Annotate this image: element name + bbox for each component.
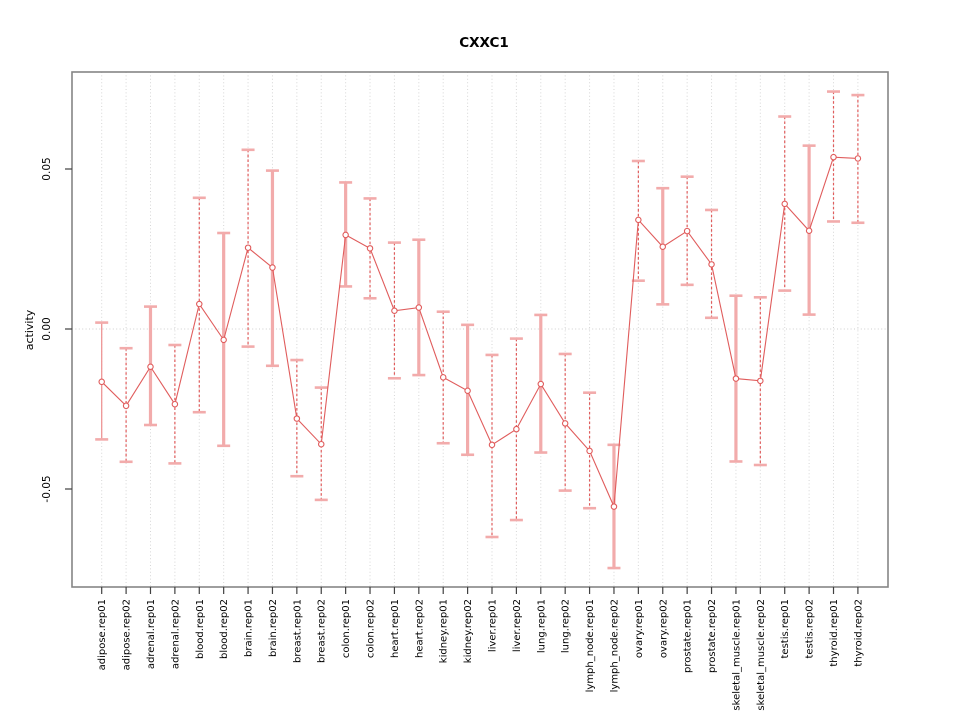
y-tick-label: -0.05 bbox=[41, 475, 53, 502]
y-tick-label: 0.00 bbox=[41, 317, 53, 340]
x-category-label: testis.rep01 bbox=[780, 599, 791, 659]
x-category-label: adrenal.rep02 bbox=[170, 599, 181, 669]
data-point-marker bbox=[610, 503, 618, 510]
x-category-label: brain.rep01 bbox=[244, 599, 255, 657]
data-point-marker bbox=[171, 400, 179, 408]
data-point-marker bbox=[513, 425, 520, 433]
data-point-marker bbox=[659, 243, 667, 251]
x-category-label: prostate.rep01 bbox=[683, 599, 694, 673]
x-category-label: liver.rep01 bbox=[487, 599, 498, 652]
x-category-label: blood.rep02 bbox=[219, 599, 230, 659]
x-category-label: lymph_node.rep02 bbox=[609, 599, 620, 692]
x-category-label: brain.rep02 bbox=[268, 599, 279, 657]
data-point-marker bbox=[830, 153, 837, 161]
data-point-marker bbox=[196, 300, 203, 308]
data-point-marker bbox=[854, 155, 862, 162]
data-point-marker bbox=[708, 261, 715, 268]
y-axis-labels-layer: 0.05 0.00 -0.05 bbox=[41, 157, 53, 502]
data-point-marker bbox=[488, 441, 496, 449]
chart-title: CXXC1 bbox=[459, 35, 509, 51]
data-point-marker bbox=[561, 420, 569, 427]
data-point-marker bbox=[464, 387, 471, 395]
x-category-label: breast.rep02 bbox=[317, 599, 328, 663]
data-point-marker bbox=[220, 336, 227, 344]
data-point-marker bbox=[805, 227, 813, 235]
x-category-label: thyroid.rep01 bbox=[829, 599, 840, 667]
x-category-label: heart.rep02 bbox=[414, 599, 425, 658]
x-category-label: lung.rep01 bbox=[536, 599, 547, 653]
data-point-marker bbox=[244, 244, 252, 251]
x-category-label: ovary.rep01 bbox=[634, 599, 645, 658]
x-category-label: testis.rep02 bbox=[805, 599, 816, 659]
data-point-marker bbox=[439, 374, 447, 381]
data-point-marker bbox=[635, 216, 642, 224]
data-point-marker bbox=[98, 378, 105, 386]
x-category-label: liver.rep02 bbox=[512, 599, 523, 652]
data-point-marker bbox=[537, 380, 545, 388]
gridlines-layer bbox=[72, 72, 888, 587]
x-category-label: kidney.rep01 bbox=[439, 599, 450, 663]
data-point-marker bbox=[122, 402, 130, 410]
data-point-marker bbox=[317, 440, 325, 448]
x-axis-labels-layer: adipose.rep01 adipose.rep02 adrenal.rep01 a… bbox=[97, 599, 864, 711]
series-line-layer bbox=[101, 156, 858, 507]
series-polyline bbox=[101, 156, 858, 507]
x-category-label: adipose.rep02 bbox=[122, 599, 133, 670]
x-category-label: colon.rep01 bbox=[341, 599, 352, 658]
x-category-label: thyroid.rep02 bbox=[853, 599, 864, 667]
axis-ticks-layer bbox=[65, 168, 859, 594]
data-point-marker bbox=[147, 363, 154, 371]
data-point-marker bbox=[269, 264, 276, 271]
x-category-label: colon.rep02 bbox=[366, 599, 377, 658]
x-category-label: lung.rep02 bbox=[561, 599, 572, 653]
x-category-label: adrenal.rep01 bbox=[146, 599, 157, 669]
data-point-marker bbox=[391, 307, 398, 315]
markers-layer bbox=[98, 153, 862, 510]
data-point-marker bbox=[293, 415, 301, 422]
x-category-label: skeletal_muscle.rep02 bbox=[756, 599, 767, 711]
x-category-label: blood.rep01 bbox=[195, 599, 206, 659]
data-point-marker bbox=[586, 447, 593, 455]
error-bars-layer bbox=[95, 90, 865, 570]
y-axis-title: activity bbox=[23, 309, 36, 350]
x-category-label: kidney.rep02 bbox=[463, 599, 474, 663]
x-category-label: lymph_node.rep01 bbox=[585, 599, 596, 692]
x-category-label: heart.rep01 bbox=[390, 599, 401, 658]
x-category-label: prostate.rep02 bbox=[707, 599, 718, 673]
data-point-marker bbox=[781, 200, 788, 208]
y-tick-label: 0.05 bbox=[41, 157, 53, 180]
data-point-marker bbox=[683, 227, 691, 235]
x-category-label: adipose.rep01 bbox=[97, 599, 108, 670]
x-category-label: ovary.rep02 bbox=[658, 599, 669, 658]
data-point-marker bbox=[415, 304, 423, 311]
data-point-marker bbox=[342, 231, 349, 239]
data-point-marker bbox=[757, 377, 764, 385]
x-category-label: breast.rep01 bbox=[292, 599, 303, 663]
data-point-marker bbox=[366, 245, 374, 252]
data-point-marker bbox=[732, 375, 740, 382]
x-category-label: skeletal_muscle.rep01 bbox=[731, 599, 742, 711]
